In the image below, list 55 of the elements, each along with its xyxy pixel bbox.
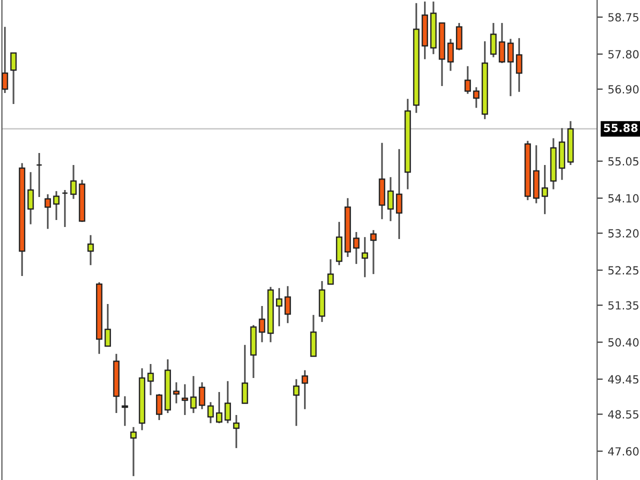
candlestick bbox=[387, 176, 394, 222]
candlestick bbox=[36, 152, 42, 198]
y-tick-label: 54.10 bbox=[608, 194, 639, 203]
candlestick bbox=[130, 426, 137, 477]
candlestick bbox=[207, 401, 214, 424]
candlestick bbox=[473, 86, 480, 109]
candlestick bbox=[284, 285, 291, 324]
candlestick bbox=[27, 171, 34, 226]
y-tick-label: 51.35 bbox=[608, 301, 638, 310]
candlestick bbox=[302, 369, 308, 410]
candlestick bbox=[396, 148, 402, 240]
y-tick-label: 57.80 bbox=[608, 50, 639, 58]
candlestick bbox=[104, 303, 111, 347]
candlestick bbox=[147, 363, 154, 396]
candlestick bbox=[464, 65, 471, 95]
y-tick-label: 50.40 bbox=[608, 338, 639, 347]
candlestick bbox=[276, 287, 282, 328]
candlestick bbox=[87, 234, 94, 266]
candlestick bbox=[156, 393, 162, 421]
candlestick bbox=[62, 189, 68, 228]
candlestick bbox=[224, 380, 231, 424]
candlestick bbox=[498, 22, 506, 64]
candlestick bbox=[362, 236, 368, 278]
ref-line-label: 55.88 bbox=[604, 124, 638, 132]
candlestick bbox=[242, 344, 248, 404]
candlestick bbox=[456, 22, 462, 52]
candlestick bbox=[447, 38, 454, 72]
candlestick bbox=[198, 381, 206, 410]
candlestick bbox=[353, 231, 360, 265]
candlestick bbox=[327, 258, 334, 286]
candlestick bbox=[516, 37, 522, 93]
y-tick-label: 58.75 bbox=[608, 13, 638, 22]
candlestick bbox=[258, 305, 266, 344]
y-tick-label: 48.55 bbox=[608, 410, 638, 419]
y-tick-label: 49.45 bbox=[608, 375, 638, 384]
y-tick-label: 55.05 bbox=[608, 157, 638, 166]
y-tick-label: 56.90 bbox=[608, 85, 639, 94]
candlestick bbox=[173, 381, 180, 404]
y-tick-label: 53.20 bbox=[608, 229, 639, 238]
candlestick bbox=[233, 414, 240, 449]
y-tick-label: 52.25 bbox=[608, 266, 638, 275]
y-tick-label: 47.60 bbox=[608, 447, 639, 456]
candlestick bbox=[44, 193, 51, 230]
candlestick bbox=[53, 190, 60, 221]
candlestick bbox=[370, 229, 377, 275]
candlestick bbox=[216, 391, 222, 424]
candlestick bbox=[190, 375, 197, 414]
candlestick bbox=[182, 383, 188, 416]
candlestick bbox=[490, 22, 497, 58]
candlestick bbox=[507, 38, 514, 97]
candlestick bbox=[122, 395, 128, 427]
candlestick bbox=[10, 52, 17, 105]
candlestick bbox=[293, 378, 300, 427]
candlestick bbox=[70, 164, 77, 200]
candlestick bbox=[542, 164, 548, 215]
